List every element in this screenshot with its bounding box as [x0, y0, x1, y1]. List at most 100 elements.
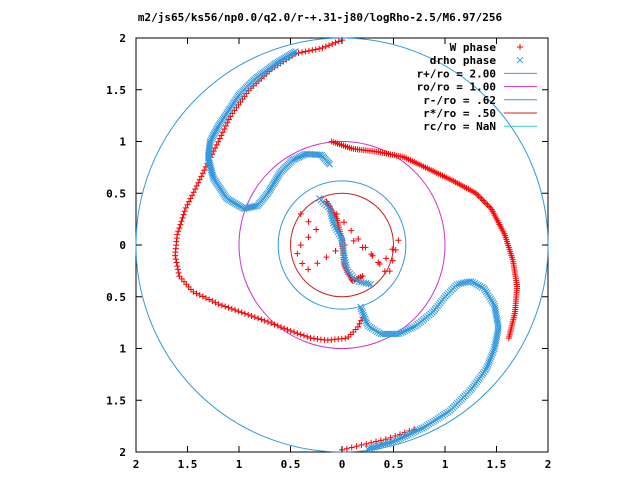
chart-title: m2/js65/ks56/np0.0/q2.0/r-+.31-j80/logRh… [138, 11, 503, 24]
point-s0-a0-97 [196, 291, 203, 298]
point-s0-a0-73 [178, 218, 185, 225]
point-s0-a1-79 [480, 197, 487, 204]
point-s1-a1-185 [372, 443, 380, 451]
point-s1-a1-5 [360, 313, 368, 321]
point-s0-a0-100 [206, 296, 213, 303]
point-s1-a1-66 [459, 279, 467, 287]
point-s1-a1-106 [491, 341, 499, 349]
point-s0-a0-121 [274, 322, 281, 329]
point-s0-a0-129 [300, 332, 307, 339]
y-tick-label: 1.5 [106, 84, 126, 97]
point-s1-a1-0 [357, 303, 364, 311]
point-s1-a1-115 [485, 359, 493, 366]
point-s1-a1-173 [395, 435, 403, 443]
point-s1-a1-25 [394, 330, 401, 338]
point-s1-a1-188 [366, 444, 374, 452]
point-s1-a1-177 [388, 438, 396, 446]
point-s1-a1-28 [399, 328, 407, 336]
point-s0-a2-3 [353, 443, 360, 450]
point-s0-a0-70 [181, 208, 188, 215]
point-s1-a1-182 [378, 441, 386, 449]
point-s0-a0-128 [297, 331, 304, 338]
point-s0-a0-119 [268, 320, 275, 327]
point-s1-a1-168 [405, 431, 413, 438]
x-tick-label: 1 [236, 458, 243, 471]
point-s1-a1-86 [490, 300, 498, 308]
point-s1-a1-114 [486, 357, 493, 364]
point-s0-a4-5 [294, 250, 301, 257]
point-s1-a1-184 [374, 442, 382, 450]
legend-label-1: drho phase [430, 54, 497, 67]
point-s0-a0-12 [299, 49, 305, 56]
point-s0-a0-76 [175, 228, 182, 235]
point-s0-a4-8 [314, 260, 321, 267]
point-s0-a0-50 [212, 145, 219, 152]
point-s0-a0-45 [219, 129, 226, 136]
point-s1-a1-7 [362, 317, 370, 325]
point-s1-a1-108 [490, 345, 498, 353]
point-s1-a2-11 [329, 217, 337, 225]
x-tick-label: 0 [339, 458, 346, 471]
legend-label-4: r-/ro = .62 [423, 94, 496, 107]
point-s0-a0-7 [316, 45, 323, 52]
point-s0-a2-7 [373, 438, 380, 445]
point-s0-a0-111 [241, 310, 248, 317]
x-tick-label: 0.5 [281, 458, 301, 471]
point-s1-a2-32 [343, 266, 351, 274]
point-s1-a1-179 [384, 439, 392, 447]
legend-swatch-1 [516, 56, 524, 64]
point-s0-a2-4 [358, 442, 365, 449]
reference-circle-2 [277, 180, 407, 310]
point-s1-a1-166 [409, 429, 416, 437]
point-s0-a0-64 [190, 189, 197, 196]
point-s0-a0-61 [195, 179, 202, 186]
point-s1-a1-169 [403, 432, 411, 439]
point-s0-a0-6 [319, 44, 326, 51]
point-s0-a4-0 [297, 210, 304, 217]
point-s0-a0-62 [193, 182, 200, 189]
point-s1-a1-29 [401, 327, 409, 335]
point-s0-a0-59 [198, 173, 205, 180]
x-tick-label: 2 [545, 458, 552, 471]
point-s0-a0-109 [235, 308, 242, 315]
point-s1-a2-43 [365, 280, 372, 288]
y-tick-label: 2 [119, 446, 126, 459]
point-s0-a0-86 [174, 262, 181, 269]
point-s0-a0-10 [305, 47, 312, 54]
point-s1-a1-3 [359, 309, 367, 317]
point-s0-a0-105 [222, 303, 229, 310]
point-s0-a0-131 [307, 334, 314, 341]
point-s1-a1-111 [488, 351, 496, 359]
point-s0-a3-44 [359, 273, 366, 280]
legend-label-0: W phase [450, 41, 497, 54]
point-s0-a0-146 [354, 323, 361, 330]
point-s0-a4-19 [392, 246, 399, 253]
point-s1-a1-163 [414, 426, 422, 434]
point-s1-a1-187 [368, 444, 376, 452]
point-s0-a0-115 [255, 315, 262, 322]
point-s0-a4-27 [348, 227, 355, 234]
point-s1-a1-30 [403, 326, 411, 334]
y-tick-label: 2 [119, 32, 126, 45]
point-s0-a0-46 [218, 132, 225, 139]
point-s1-a1-174 [394, 436, 401, 444]
point-s0-a0-72 [179, 214, 186, 221]
point-s0-a0-98 [199, 293, 206, 300]
point-s1-a1-160 [420, 424, 428, 431]
point-s0-a0-88 [175, 269, 182, 276]
point-s0-a2-5 [363, 440, 370, 447]
point-s0-a0-114 [251, 314, 258, 321]
point-s0-a0-75 [176, 224, 183, 231]
point-s1-a2-6 [326, 205, 334, 213]
point-s0-a1-76 [475, 193, 482, 200]
x-tick-label: 0.5 [384, 458, 404, 471]
point-s0-a0-130 [304, 333, 311, 340]
point-s1-a1-104 [492, 337, 500, 345]
point-s1-a1-33 [409, 324, 416, 331]
legend-label-2: r+/ro = 2.00 [417, 67, 496, 80]
point-s0-a0-102 [212, 299, 219, 306]
point-s0-a0-125 [287, 327, 294, 334]
point-s0-a4-6 [299, 260, 306, 267]
point-s0-a0-57 [201, 167, 208, 174]
point-s1-a1-98 [495, 325, 502, 332]
